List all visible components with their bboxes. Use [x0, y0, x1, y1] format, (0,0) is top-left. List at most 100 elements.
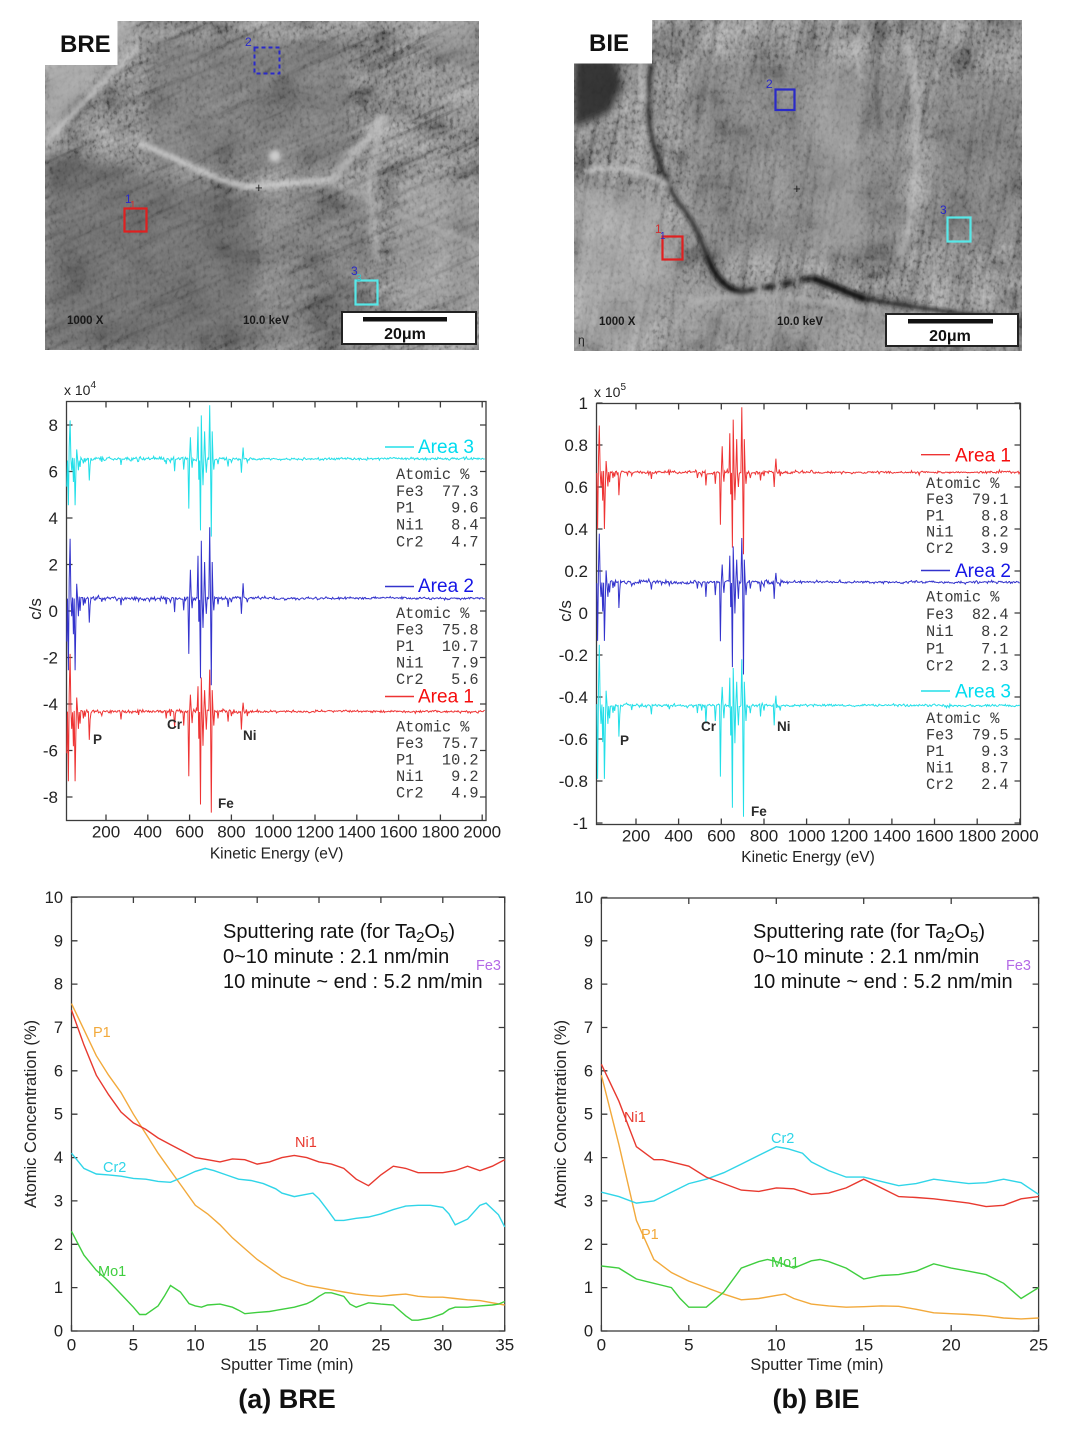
- svg-text:-2: -2: [43, 649, 58, 668]
- svg-text:15: 15: [854, 1336, 873, 1355]
- svg-text:7: 7: [584, 1019, 593, 1037]
- svg-text:0: 0: [54, 1323, 63, 1341]
- svg-text:x 104: x 104: [64, 380, 96, 398]
- svg-text:9: 9: [584, 932, 593, 950]
- svg-text:7: 7: [54, 1019, 63, 1037]
- svg-text:P1 7.1: P1 7.1: [926, 640, 1009, 658]
- svg-text:0.2: 0.2: [564, 562, 588, 581]
- svg-text:10: 10: [186, 1336, 205, 1355]
- svg-text:5: 5: [129, 1336, 138, 1355]
- svg-text:Ni1 9.2: Ni1 9.2: [396, 768, 479, 786]
- svg-text:10 minute ~ end : 5.2 nm/min: 10 minute ~ end : 5.2 nm/min: [753, 971, 1013, 993]
- svg-text:0: 0: [67, 1336, 76, 1355]
- svg-text:Atomic %: Atomic %: [396, 605, 470, 623]
- svg-text:BRE: BRE: [60, 31, 111, 58]
- svg-text:600: 600: [175, 823, 203, 842]
- svg-text:30: 30: [433, 1336, 452, 1355]
- svg-text:2: 2: [584, 1236, 593, 1254]
- svg-text:4: 4: [584, 1149, 593, 1167]
- svg-text:Ni1: Ni1: [624, 1110, 646, 1126]
- svg-text:η: η: [578, 333, 585, 347]
- svg-text:1400: 1400: [873, 827, 911, 846]
- svg-text:6: 6: [584, 1062, 593, 1080]
- svg-text:c/s: c/s: [556, 600, 575, 622]
- svg-text:Area 2: Area 2: [418, 576, 474, 597]
- svg-text:1800: 1800: [421, 823, 459, 842]
- svg-text:5: 5: [54, 1106, 63, 1124]
- svg-text:2: 2: [54, 1236, 63, 1254]
- svg-text:BIE: BIE: [589, 30, 629, 57]
- svg-text:Ni1 7.9: Ni1 7.9: [396, 655, 479, 673]
- svg-text:Area 1: Area 1: [418, 687, 474, 708]
- svg-text:0.8: 0.8: [564, 436, 588, 455]
- svg-text:Fe3: Fe3: [1006, 958, 1031, 974]
- svg-text:-0.2: -0.2: [559, 646, 588, 665]
- svg-text:2: 2: [245, 35, 252, 49]
- svg-text:-0.6: -0.6: [559, 730, 588, 749]
- svg-text:Ni: Ni: [243, 728, 257, 743]
- svg-text:0~10 minute : 2.1 nm/min: 0~10 minute : 2.1 nm/min: [753, 946, 979, 968]
- svg-text:10: 10: [45, 889, 63, 907]
- svg-text:Fe3 77.3: Fe3 77.3: [396, 483, 479, 501]
- svg-text:3: 3: [351, 264, 358, 278]
- svg-text:10: 10: [767, 1336, 786, 1355]
- svg-text:25: 25: [1029, 1336, 1048, 1355]
- svg-text:x 105: x 105: [594, 382, 626, 400]
- svg-text:c/s: c/s: [26, 598, 45, 620]
- svg-text:+: +: [793, 181, 801, 196]
- svg-text:Fe3 79.5: Fe3 79.5: [926, 727, 1009, 745]
- svg-text:Mo1: Mo1: [771, 1255, 799, 1271]
- svg-text:Cr2 2.4: Cr2 2.4: [926, 776, 1009, 794]
- svg-text:1: 1: [130, 200, 136, 211]
- svg-text:15: 15: [248, 1336, 267, 1355]
- svg-text:Cr: Cr: [167, 717, 183, 732]
- svg-text:P1 9.3: P1 9.3: [926, 743, 1009, 761]
- svg-text:Area 2: Area 2: [955, 561, 1011, 582]
- svg-text:Atomic %: Atomic %: [926, 710, 1000, 728]
- svg-text:25: 25: [371, 1336, 390, 1355]
- svg-text:1200: 1200: [830, 827, 868, 846]
- svg-text:1: 1: [660, 231, 666, 242]
- svg-text:Atomic %: Atomic %: [396, 466, 470, 484]
- svg-text:3: 3: [54, 1192, 63, 1210]
- svg-text:800: 800: [750, 827, 778, 846]
- svg-text:2: 2: [766, 77, 773, 91]
- svg-text:10.0 keV: 10.0 keV: [777, 316, 823, 328]
- svg-text:0: 0: [584, 1323, 593, 1341]
- svg-text:Cr2 4.7: Cr2 4.7: [396, 533, 479, 551]
- svg-text:20μm: 20μm: [384, 326, 426, 343]
- svg-text:2000: 2000: [463, 823, 501, 842]
- svg-text:6: 6: [49, 463, 58, 482]
- svg-text:2: 2: [49, 556, 58, 575]
- svg-text:Ni1: Ni1: [295, 1135, 317, 1151]
- svg-text:400: 400: [664, 827, 692, 846]
- svg-text:-1: -1: [573, 814, 588, 833]
- svg-text:0.4: 0.4: [564, 520, 588, 539]
- svg-text:P: P: [93, 732, 102, 747]
- svg-text:3: 3: [356, 273, 362, 284]
- svg-text:P1: P1: [641, 1227, 659, 1243]
- svg-text:1800: 1800: [958, 827, 996, 846]
- svg-text:1: 1: [54, 1279, 63, 1297]
- svg-text:200: 200: [622, 827, 650, 846]
- svg-text:5: 5: [684, 1336, 693, 1355]
- svg-text:3: 3: [940, 203, 947, 217]
- svg-text:Mo1: Mo1: [98, 1264, 126, 1280]
- svg-text:Area 1: Area 1: [955, 445, 1011, 466]
- svg-text:-8: -8: [43, 788, 58, 807]
- svg-text:Sputter Time (min): Sputter Time (min): [220, 1356, 353, 1374]
- svg-text:Atomic Concentration (%): Atomic Concentration (%): [22, 1020, 40, 1208]
- svg-text:Ni: Ni: [777, 719, 791, 734]
- svg-text:20: 20: [942, 1336, 961, 1355]
- svg-text:0: 0: [597, 1336, 606, 1355]
- svg-text:Fe3 75.8: Fe3 75.8: [396, 622, 479, 640]
- svg-text:-4: -4: [43, 695, 58, 714]
- svg-text:200: 200: [92, 823, 120, 842]
- svg-text:Fe3 79.1: Fe3 79.1: [926, 491, 1009, 509]
- svg-text:Atomic Concentration (%): Atomic Concentration (%): [552, 1020, 570, 1208]
- svg-text:+: +: [255, 180, 263, 195]
- svg-text:1000 X: 1000 X: [67, 315, 104, 327]
- svg-text:1000: 1000: [254, 823, 292, 842]
- svg-text:10 minute ~ end : 5.2 nm/min: 10 minute ~ end : 5.2 nm/min: [223, 971, 483, 993]
- svg-text:Cr2: Cr2: [771, 1131, 794, 1147]
